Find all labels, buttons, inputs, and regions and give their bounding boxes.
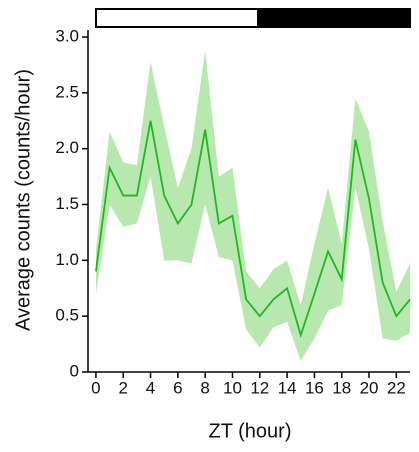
y-tick-label: 2.5	[55, 82, 79, 101]
x-tick-label: 8	[200, 378, 209, 397]
x-tick-label: 16	[305, 378, 324, 397]
y-tick-label: 0	[70, 361, 79, 380]
error-band	[95, 50, 410, 361]
dark-phase-bar	[257, 8, 411, 28]
x-tick-label: 18	[332, 378, 351, 397]
x-tick-label: 2	[118, 378, 127, 397]
y-tick-label: 1.0	[55, 250, 79, 269]
light-phase-bar	[95, 8, 259, 28]
x-tick-label: 14	[278, 378, 297, 397]
x-tick-label: 12	[250, 378, 269, 397]
line	[95, 120, 411, 339]
x-tick-label: 6	[173, 378, 182, 397]
x-tick-label: 4	[146, 378, 155, 397]
y-tick-label: 0.5	[55, 306, 79, 325]
y-tick-label: 3.0	[55, 26, 79, 45]
x-tick-label: 10	[223, 378, 242, 397]
x-tick-label: 22	[387, 378, 406, 397]
y-tick-label: 2.0	[55, 138, 79, 157]
y-axis-label: Average counts (counts/hour)	[12, 69, 34, 331]
x-axis-label: ZT (hour)	[209, 420, 292, 442]
x-tick-label: 0	[91, 378, 100, 397]
y-tick-label: 1.5	[55, 194, 79, 213]
x-tick-label: 20	[360, 378, 379, 397]
